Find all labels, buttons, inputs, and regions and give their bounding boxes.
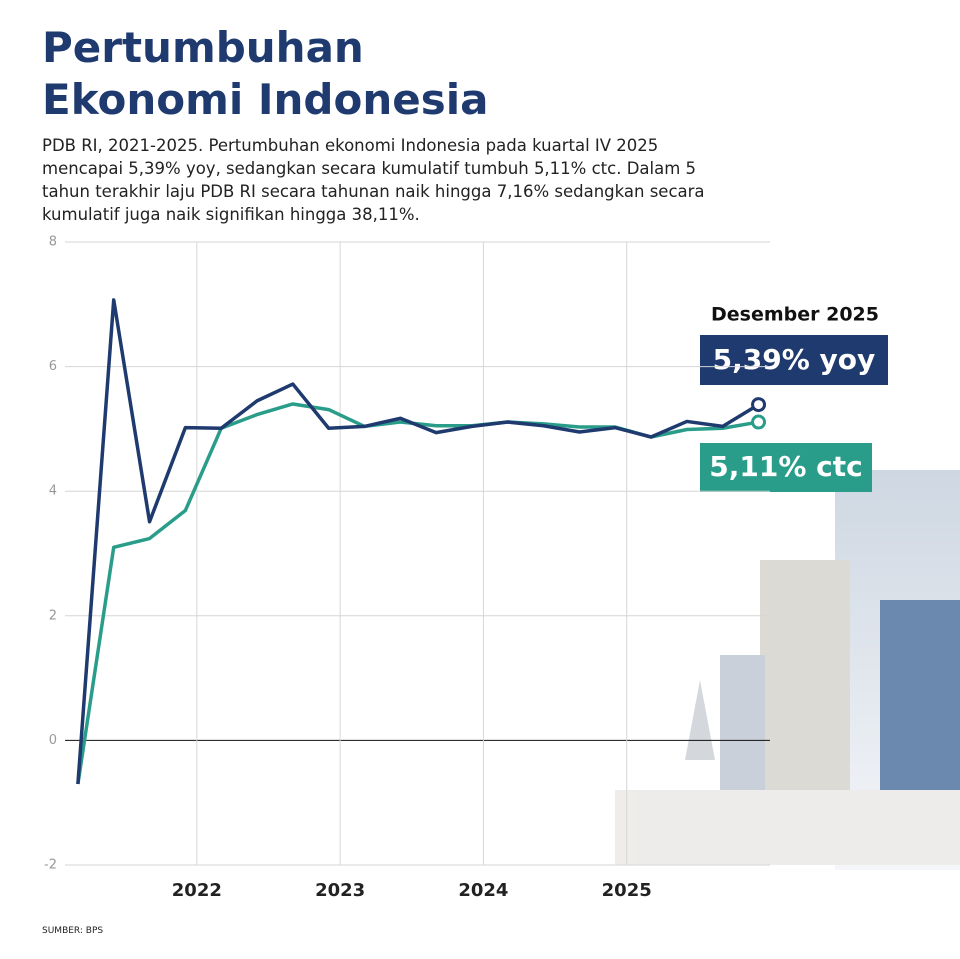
annotation: 5,11% ctc <box>709 450 862 483</box>
y-tick-label: -2 <box>44 858 57 873</box>
ctc-callout-box <box>700 443 872 492</box>
x-tick-label: 2023 <box>315 880 365 901</box>
y-tick-label: 4 <box>49 484 57 499</box>
y-tick-label: 6 <box>49 359 57 374</box>
y-tick-label: 0 <box>49 733 57 748</box>
series-line <box>76 298 760 785</box>
x-tick-label: 2022 <box>172 880 222 901</box>
end-marker <box>751 397 767 413</box>
chart-title: Pertumbuhan Ekonomi Indonesia <box>42 23 489 124</box>
x-tick-label: 2025 <box>602 880 652 901</box>
end-marker <box>751 414 767 430</box>
x-tick-label: 2024 <box>458 880 508 901</box>
annotation: Desember 2025 <box>711 304 879 326</box>
y-tick-label: 2 <box>49 608 57 623</box>
city-illustration <box>615 470 960 870</box>
yoy-callout-box <box>700 335 888 385</box>
annotation: 5,39% yoy <box>713 343 876 376</box>
source-note: SUMBER: BPS <box>42 926 104 936</box>
chart-subtitle: PDB RI, 2021-2025. Pertumbuhan ekonomi I… <box>42 136 705 224</box>
series-line <box>76 402 759 785</box>
y-tick-label: 8 <box>49 235 57 250</box>
